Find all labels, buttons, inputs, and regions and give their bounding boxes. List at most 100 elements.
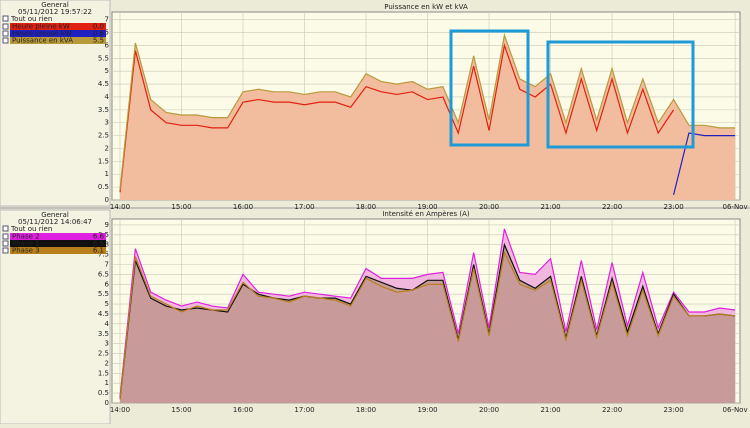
y-tick-label: 1.5 — [98, 157, 109, 165]
legend-name: Puissance en kVA — [12, 37, 73, 45]
line — [119, 228, 736, 398]
x-tick-label: 15:00 — [171, 406, 191, 414]
y-tick-label: 4.5 — [98, 80, 109, 88]
legend-name: Heure pleine kW — [12, 23, 70, 31]
legend-name: Heure creuse kW — [12, 30, 72, 38]
highlight-box — [449, 29, 530, 147]
x-tick-label: 17:00 — [294, 203, 314, 211]
x-tick-label: 16:00 — [233, 406, 253, 414]
checkbox — [2, 225, 9, 232]
y-tick-label: 7 — [105, 16, 109, 24]
x-tick-label: 18:00 — [356, 203, 376, 211]
area — [119, 244, 736, 403]
checkbox — [2, 247, 9, 254]
y-tick-label: 0.5 — [98, 389, 109, 397]
legend-status: Tout ou rien — [10, 15, 52, 23]
timestamp: 05/11/2012 19:57:22 — [18, 8, 92, 16]
legend-row — [10, 30, 106, 37]
checkbox — [2, 30, 9, 37]
x-tick-label: 20:00 — [479, 406, 499, 414]
y-tick-label: 2.5 — [98, 132, 109, 140]
x-tick-label: 22:00 — [602, 203, 622, 211]
x-tick-label: 17:00 — [294, 406, 314, 414]
x-tick-label: 23:00 — [663, 203, 683, 211]
legend-value: 0.0 — [93, 23, 104, 31]
y-tick-label: 5 — [105, 67, 109, 75]
y-tick-label: 3 — [105, 340, 109, 348]
y-tick-label: 3.5 — [98, 106, 109, 114]
legend-value: 6.6 — [93, 233, 105, 241]
x-tick-label: 20:00 — [479, 203, 499, 211]
chart-title: Puissance en kW et kVA — [384, 3, 468, 11]
legend-row — [10, 37, 106, 44]
x-tick-label: 16:00 — [233, 203, 253, 211]
legend-status: Tout ou rien — [10, 225, 52, 233]
checkbox — [2, 240, 9, 247]
y-tick-label: 9 — [105, 221, 109, 229]
line — [119, 32, 736, 190]
x-tick-label: 22:00 — [602, 406, 622, 414]
x-tick-label: 18:00 — [356, 406, 376, 414]
y-tick-label: 2 — [105, 359, 109, 367]
checkbox — [2, 37, 9, 44]
y-tick-label: 5.5 — [98, 54, 109, 62]
checkbox — [2, 233, 9, 240]
legend-row — [10, 23, 106, 30]
y-tick-label: 5 — [105, 300, 109, 308]
x-tick-label: 21:00 — [540, 406, 560, 414]
legend-row — [10, 247, 106, 254]
y-tick-label: 0.5 — [98, 183, 109, 191]
line — [672, 132, 736, 195]
legend-title: General — [41, 1, 69, 9]
legend-name: Phase 3 — [12, 247, 40, 255]
x-tick-label: 14:00 — [110, 406, 130, 414]
y-tick-label: 0 — [105, 196, 109, 204]
x-tick-label: 19:00 — [417, 203, 437, 211]
y-tick-label: 3 — [105, 119, 109, 127]
x-tick-label: 14:00 — [110, 203, 130, 211]
checkbox — [2, 23, 9, 30]
y-tick-label: 6 — [105, 280, 110, 288]
legend-name: Phase 1 — [12, 240, 40, 248]
y-tick-label: 5.5 — [98, 290, 109, 298]
x-tick-label: 15:00 — [171, 203, 191, 211]
legend-value: 6.1 — [93, 247, 104, 255]
checkbox — [2, 15, 9, 22]
y-tick-label: 1 — [105, 170, 109, 178]
x-tick-label: 21:00 — [540, 203, 560, 211]
y-tick-label: 4 — [105, 93, 110, 101]
timestamp: 05/11/2012 14:06:47 — [18, 218, 92, 226]
x-tick-label: 06-Nov — [723, 203, 748, 211]
area — [119, 35, 736, 200]
legend-title: General — [41, 211, 69, 219]
legend-value: 5.5 — [93, 37, 104, 45]
y-tick-label: 3.5 — [98, 330, 109, 338]
legend-name: Phase 2 — [12, 233, 40, 241]
y-tick-label: 2 — [105, 144, 109, 152]
x-tick-label: 23:00 — [663, 406, 683, 414]
chart-title: Intensité en Ampères (A) — [382, 210, 470, 218]
legend-row — [10, 233, 106, 240]
legend-row — [10, 240, 106, 247]
y-tick-label: 4.5 — [98, 310, 109, 318]
y-tick-label: 1 — [105, 379, 109, 387]
y-tick-label: 8 — [105, 241, 109, 249]
y-tick-label: 6 — [105, 41, 110, 49]
line — [119, 43, 675, 193]
y-tick-label: 7.5 — [98, 251, 109, 259]
y-tick-label: 2.5 — [98, 350, 109, 358]
y-tick-label: 1.5 — [98, 369, 109, 377]
y-tick-label: 6.5 — [98, 270, 109, 278]
legend-value: 0.6 — [93, 30, 105, 38]
y-tick-label: 4 — [105, 320, 110, 328]
y-tick-label: 7 — [105, 261, 109, 269]
x-tick-label: 19:00 — [417, 406, 437, 414]
line — [119, 242, 736, 400]
y-tick-label: 0 — [105, 399, 109, 407]
x-tick-label: 06-Nov — [723, 406, 748, 414]
highlight-box — [546, 40, 695, 149]
line — [119, 250, 736, 400]
legend-value: 6.6 — [93, 240, 105, 248]
